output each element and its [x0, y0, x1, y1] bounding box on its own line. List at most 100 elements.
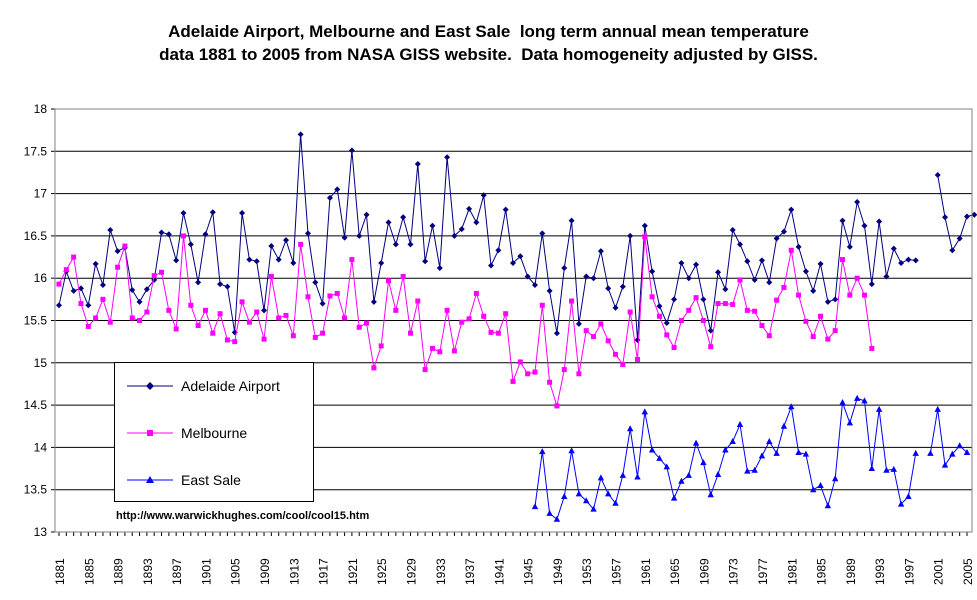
data-point-adelaide-airport	[839, 217, 846, 224]
data-point-melbourne	[100, 296, 106, 302]
data-point-east-sale	[670, 494, 678, 501]
data-point-adelaide-airport	[143, 286, 150, 293]
data-point-melbourne	[107, 319, 113, 325]
data-point-adelaide-airport	[107, 226, 114, 233]
data-point-east-sale	[546, 509, 553, 516]
data-point-east-sale	[583, 497, 590, 504]
x-tick-label: 1969	[697, 558, 711, 585]
data-point-melbourne	[598, 321, 604, 327]
data-point-melbourne	[188, 302, 194, 308]
data-point-melbourne	[561, 367, 567, 373]
data-point-east-sale	[692, 439, 700, 446]
data-point-east-sale	[744, 467, 751, 474]
data-point-adelaide-airport	[751, 276, 758, 283]
data-point-adelaide-airport	[304, 230, 311, 237]
data-point-melbourne	[744, 307, 750, 313]
data-point-adelaide-airport	[444, 154, 451, 161]
data-point-melbourne	[642, 234, 648, 240]
y-tick-label: 18	[34, 102, 48, 116]
data-point-east-sale	[846, 419, 854, 426]
data-point-east-sale	[531, 503, 539, 510]
data-point-adelaide-airport	[612, 304, 619, 311]
data-point-east-sale	[561, 492, 568, 499]
data-point-east-sale	[707, 491, 714, 498]
data-point-melbourne	[166, 307, 172, 313]
data-point-melbourne	[788, 247, 794, 253]
data-point-east-sale	[766, 437, 773, 444]
data-point-melbourne	[488, 329, 494, 335]
data-point-melbourne	[173, 326, 179, 332]
data-point-adelaide-airport	[539, 230, 546, 237]
data-point-melbourne	[503, 311, 509, 317]
legend-item-adelaide: Adelaide Airport	[125, 376, 280, 396]
data-point-adelaide-airport	[290, 259, 297, 266]
data-point-adelaide-airport	[283, 237, 289, 244]
data-point-adelaide-airport	[385, 219, 392, 226]
y-tick-label: 15	[34, 356, 48, 370]
legend-label-east-sale: East Sale	[181, 472, 241, 488]
data-point-adelaide-airport	[458, 226, 465, 233]
data-point-adelaide-airport	[583, 273, 590, 280]
data-point-adelaide-airport	[634, 336, 641, 343]
y-tick-label: 14.5	[24, 398, 48, 412]
data-point-melbourne	[737, 277, 743, 283]
x-tick-label: 1913	[287, 558, 301, 585]
data-point-adelaide-airport	[546, 287, 553, 294]
data-point-adelaide-airport	[942, 214, 949, 221]
data-point-melbourne	[298, 241, 304, 247]
data-point-adelaide-airport	[517, 253, 524, 260]
data-point-adelaide-airport	[451, 232, 458, 239]
data-point-melbourne	[290, 333, 296, 339]
data-point-east-sale	[934, 405, 941, 412]
data-point-melbourne	[195, 323, 201, 329]
x-tick-label: 1973	[727, 558, 741, 585]
y-axis-ticks: 13 13.5 14 14.5 15 15.5 16 16.5 17 17.5 18	[24, 102, 55, 539]
data-point-east-sale	[824, 502, 832, 509]
data-point-melbourne	[210, 330, 216, 336]
data-point-melbourne	[444, 307, 450, 313]
data-point-adelaide-airport	[414, 160, 421, 167]
data-point-adelaide-airport	[868, 281, 875, 288]
data-point-adelaide-airport	[480, 192, 487, 199]
x-tick-label: 1901	[199, 558, 213, 585]
legend-marker-east-sale	[127, 476, 173, 483]
data-point-east-sale	[758, 452, 766, 459]
data-point-melbourne	[137, 318, 143, 323]
data-point-melbourne	[276, 315, 282, 321]
data-point-adelaide-airport	[832, 296, 839, 303]
data-point-melbourne	[129, 315, 135, 321]
data-point-melbourne	[239, 299, 245, 305]
data-point-melbourne	[400, 274, 406, 280]
data-point-melbourne	[71, 254, 77, 260]
x-tick-label: 1937	[463, 558, 477, 585]
data-point-adelaide-airport	[641, 222, 648, 229]
data-point-melbourne	[510, 378, 516, 384]
data-point-east-sale	[817, 481, 824, 488]
data-point-adelaide-airport	[758, 257, 765, 264]
data-point-east-sale	[597, 474, 605, 481]
data-point-melbourne	[620, 361, 626, 367]
data-point-east-sale	[678, 477, 685, 484]
x-tick-label: 1945	[522, 558, 536, 585]
data-point-melbourne	[254, 309, 260, 315]
data-point-adelaide-airport	[964, 213, 970, 220]
data-point-east-sale	[875, 405, 883, 412]
data-point-melbourne	[803, 318, 809, 324]
data-point-melbourne	[649, 294, 655, 300]
data-point-melbourne	[678, 318, 684, 323]
data-point-adelaide-airport	[341, 234, 348, 241]
data-point-adelaide-airport	[246, 256, 253, 263]
data-point-east-sale	[861, 397, 868, 404]
data-point-adelaide-airport	[92, 260, 99, 267]
data-point-melbourne	[78, 301, 84, 307]
data-point-east-sale	[868, 465, 876, 472]
data-point-melbourne	[605, 338, 611, 344]
data-point-melbourne	[869, 345, 875, 351]
data-point-adelaide-airport	[824, 298, 831, 305]
data-point-adelaide-airport	[561, 265, 568, 272]
x-tick-label: 2005	[961, 558, 975, 585]
data-point-adelaide-airport	[876, 218, 883, 225]
y-tick-label: 13	[34, 525, 48, 539]
data-point-adelaide-airport	[356, 232, 363, 239]
x-tick-label: 1933	[434, 558, 448, 585]
